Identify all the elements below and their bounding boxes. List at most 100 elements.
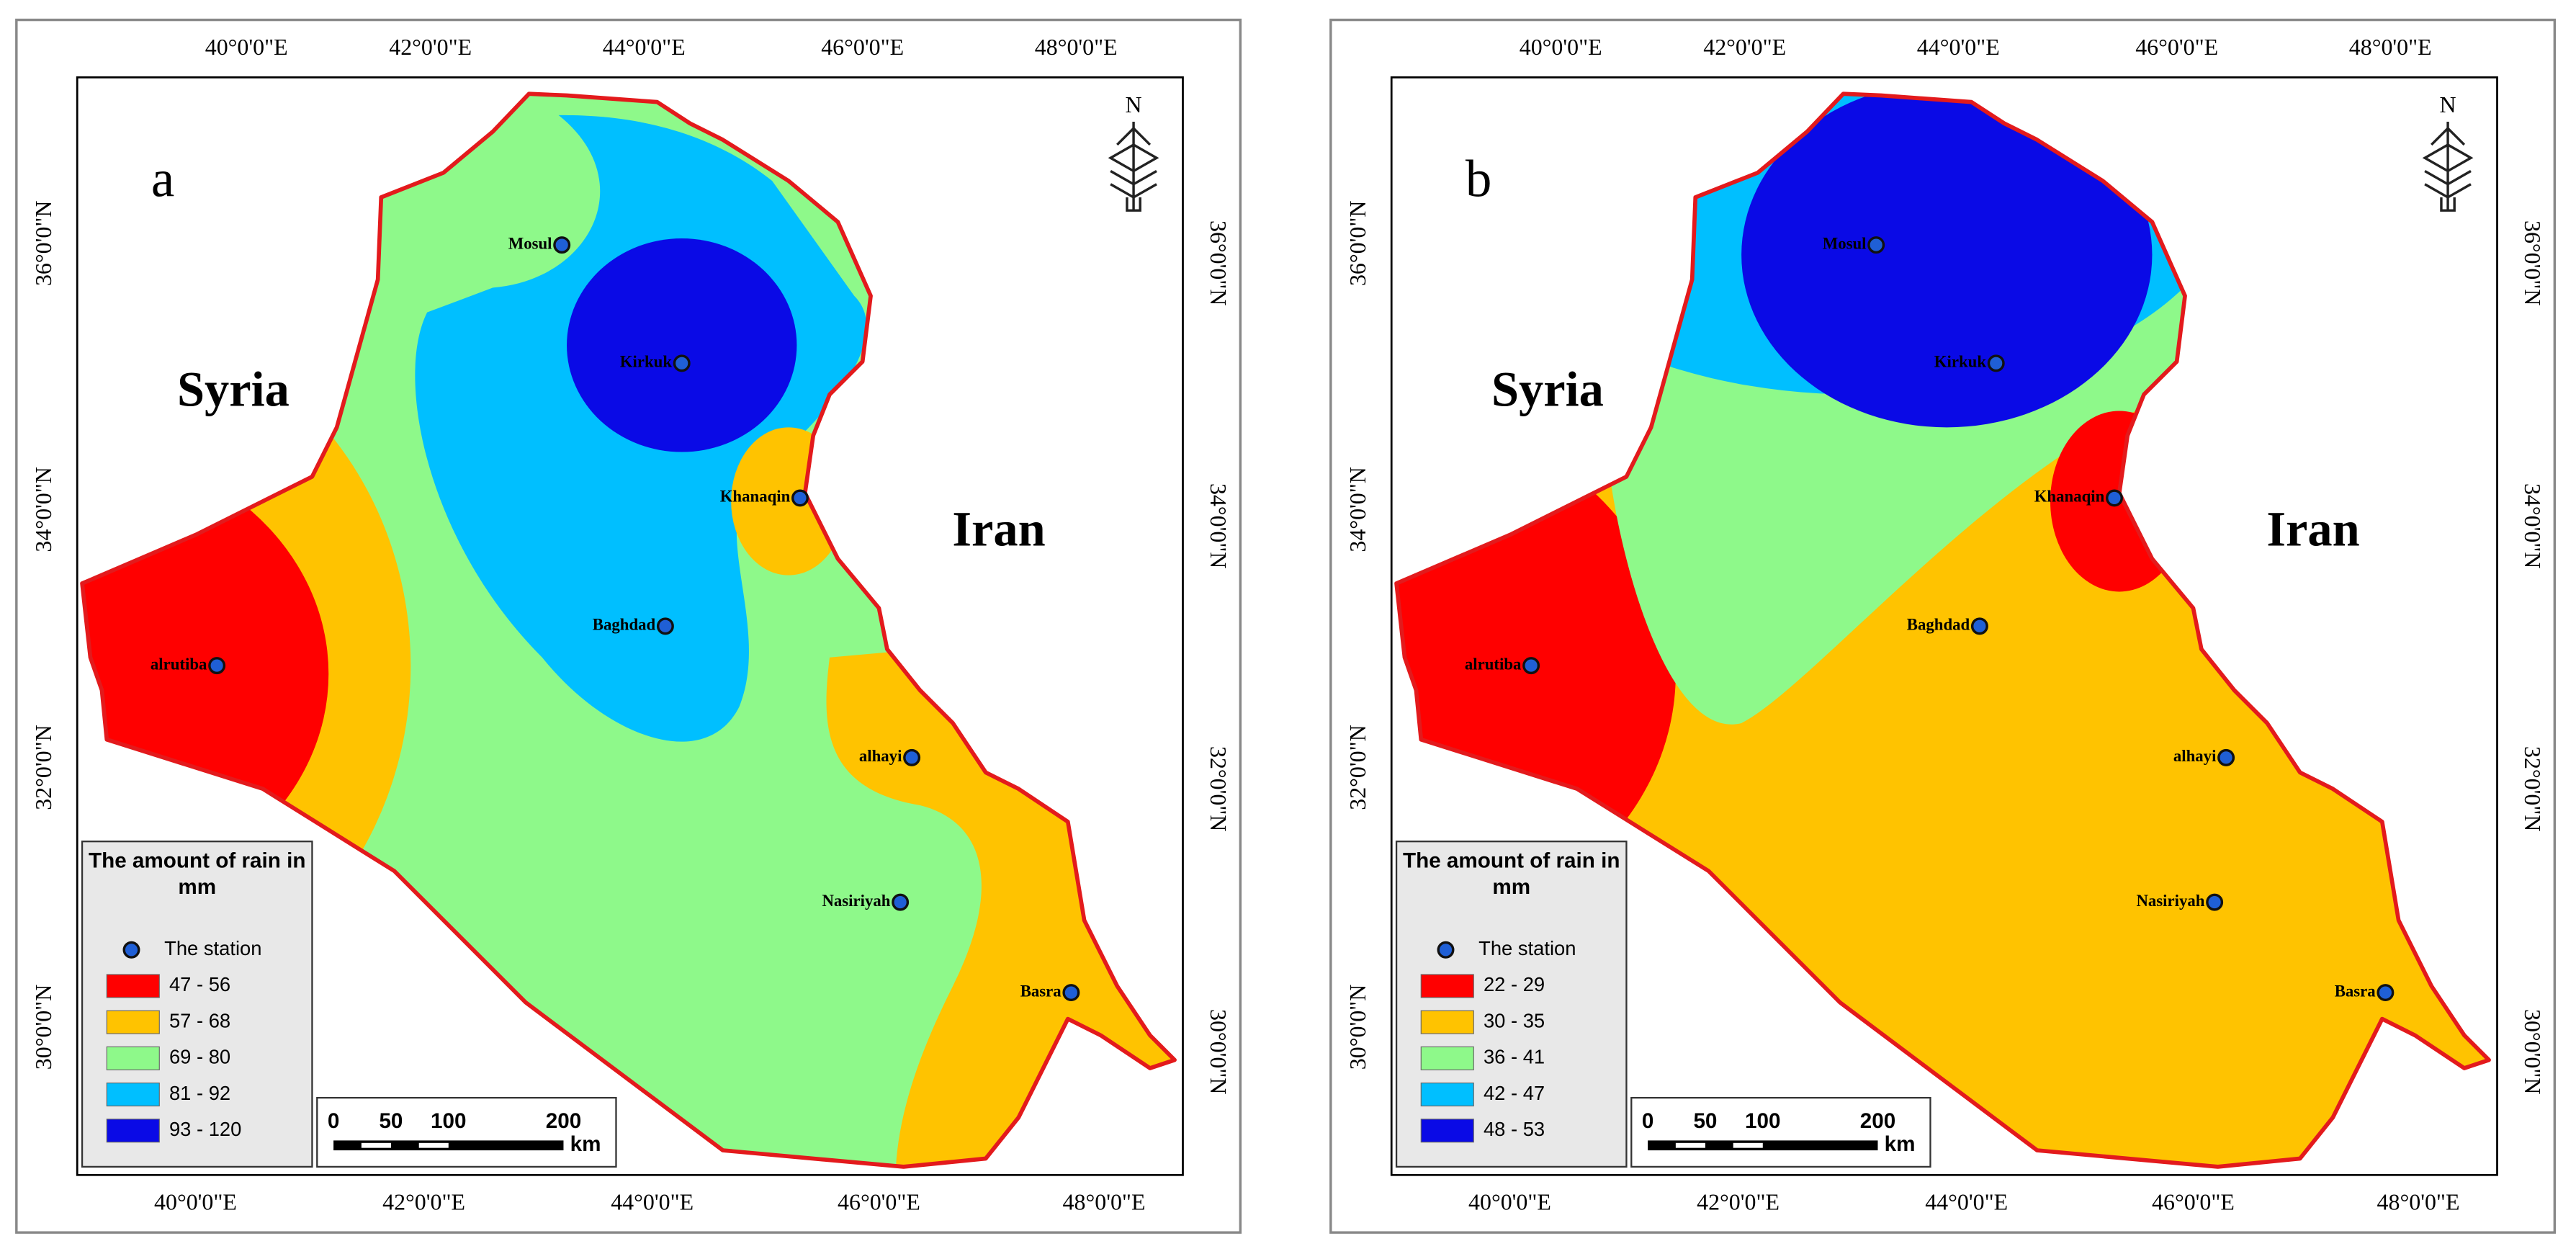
station-marker	[2217, 748, 2235, 766]
rain-zone	[1741, 94, 2153, 428]
legend-swatch	[1420, 974, 1474, 998]
station-label: Baghdad	[1907, 616, 1970, 634]
station-label: Kirkuk	[620, 353, 673, 371]
station-marker	[1867, 236, 1885, 254]
lat-label: 36°0'0"N	[2520, 220, 2545, 305]
scale-label: 50	[379, 1109, 403, 1133]
legend-swatch	[106, 1046, 160, 1070]
lat-label: 34°0'0"N	[1206, 483, 1231, 568]
station-marker	[791, 489, 809, 507]
legend-label: 42 - 47	[1484, 1082, 1545, 1104]
north-label: N	[2440, 92, 2456, 117]
legend-label: 22 - 29	[1484, 973, 1545, 995]
legend-label: 48 - 53	[1484, 1118, 1545, 1140]
north-label: N	[1126, 92, 1142, 117]
station-marker	[673, 354, 691, 372]
station-label: alrutiba	[1465, 655, 1522, 673]
station-marker	[208, 657, 226, 675]
legend-swatch	[106, 1119, 160, 1143]
lon-label: 48°0'0"E	[1035, 35, 1118, 60]
station-label: Mosul	[508, 234, 552, 252]
scale-bar	[1733, 1142, 1763, 1148]
scale-unit: km	[570, 1132, 601, 1156]
station-marker	[1062, 984, 1080, 1002]
north-arrow	[1108, 122, 1159, 212]
scale-bar	[361, 1142, 391, 1148]
lon-label: 44°0'0"E	[1925, 1190, 2008, 1215]
lat-label: 32°0'0"N	[1345, 725, 1370, 810]
legend-swatch	[106, 974, 160, 998]
panel-label: b	[1466, 149, 1492, 207]
scale-label: 200	[546, 1109, 581, 1133]
lon-label: 42°0'0"E	[1697, 1190, 1780, 1215]
legend-swatch	[1420, 1082, 1474, 1107]
lon-label: 40°0'0"E	[154, 1190, 237, 1215]
country-label: Iran	[952, 501, 1045, 556]
lon-label: 44°0'0"E	[603, 35, 686, 60]
legend-box	[1395, 841, 1628, 1168]
country-label: Syria	[177, 362, 290, 416]
map-panel: 40°0'0"E 40°0'0"E 42°0'0"E 42°0'0"E 44°0'0"E…	[15, 18, 1242, 1234]
station-label: Khanaqin	[2034, 488, 2105, 506]
legend-label: 47 - 56	[169, 973, 230, 995]
lat-label: 32°0'0"N	[1206, 746, 1231, 831]
map-frame	[76, 76, 1184, 1176]
lat-label: 30°0'0"N	[1206, 1009, 1231, 1094]
legend-swatch	[1420, 1010, 1474, 1034]
station-marker	[892, 893, 910, 911]
station-marker	[1970, 617, 1988, 635]
legend-title-box: The amount of rain in mm	[1403, 848, 1620, 899]
scale-label: 50	[1693, 1109, 1717, 1133]
scale-label: 200	[1860, 1109, 1895, 1133]
station-label: alrutiba	[151, 655, 207, 673]
legend-title-box: The amount of rain in mm	[88, 848, 306, 900]
legend-station-marker	[1437, 941, 1455, 959]
station-marker	[2377, 984, 2395, 1002]
station-label: Nasiriyah	[2136, 892, 2204, 910]
scale-label: 100	[1745, 1109, 1780, 1133]
legend-label: 30 - 35	[1484, 1009, 1545, 1031]
lon-label: 44°0'0"E	[611, 1190, 694, 1215]
legend-station-label: The station	[164, 937, 261, 959]
legend-label: 69 - 80	[169, 1046, 230, 1068]
station-marker	[656, 617, 674, 635]
legend-label: 81 - 92	[169, 1082, 230, 1104]
scale-label: 0	[1642, 1109, 1654, 1133]
lat-label: 34°0'0"N	[2520, 483, 2545, 568]
north-arrow	[2422, 122, 2474, 212]
station-label: Mosul	[1823, 234, 1867, 252]
scale-bar	[418, 1142, 449, 1148]
scale-bar	[1675, 1142, 1705, 1148]
legend-swatch	[106, 1010, 160, 1034]
legend-label: 36 - 41	[1484, 1046, 1545, 1068]
lon-label: 46°0'0"E	[2135, 35, 2218, 60]
lon-label: 40°0'0"E	[205, 35, 288, 60]
lon-label: 44°0'0"E	[1917, 35, 2000, 60]
panel-label: a	[151, 149, 174, 207]
legend-title: The amount of rain in mm	[88, 848, 306, 900]
station-marker	[2105, 489, 2123, 507]
lat-label: 30°0'0"N	[1345, 985, 1370, 1070]
legend-swatch	[1420, 1046, 1474, 1070]
scale-box	[316, 1096, 617, 1168]
legend-swatch	[1420, 1119, 1474, 1143]
station-label: Khanaqin	[720, 488, 791, 506]
lat-label: 36°0'0"N	[1345, 201, 1370, 286]
legend-swatch	[106, 1082, 160, 1107]
lon-label: 46°0'0"E	[2152, 1190, 2235, 1215]
map-panel: 40°0'0"E 40°0'0"E 42°0'0"E 42°0'0"E 44°0'0"E…	[1329, 18, 2557, 1234]
scale-label: 100	[431, 1109, 466, 1133]
scale-label: 0	[328, 1109, 340, 1133]
lat-label: 34°0'0"N	[1345, 467, 1370, 552]
legend-box	[81, 841, 313, 1168]
station-marker	[2206, 893, 2224, 911]
lat-label: 32°0'0"N	[2520, 746, 2545, 831]
legend-station-label: The station	[1478, 937, 1576, 959]
lat-label: 36°0'0"N	[31, 201, 56, 286]
lon-label: 46°0'0"E	[838, 1190, 920, 1215]
station-marker	[1987, 354, 2005, 372]
country-label: Iran	[2266, 501, 2359, 556]
station-label: Basra	[2335, 982, 2377, 1000]
